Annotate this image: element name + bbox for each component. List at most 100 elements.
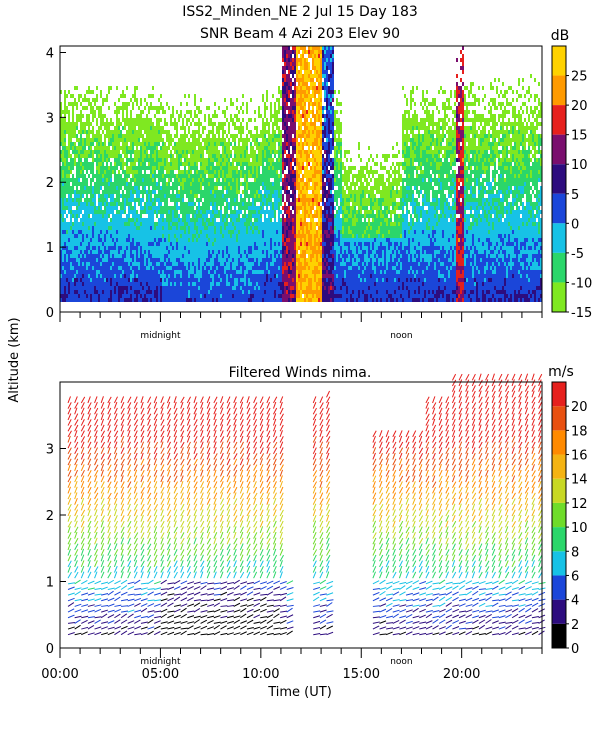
wind-barb — [160, 588, 168, 590]
wind-barb — [379, 531, 383, 539]
wind-barb — [206, 458, 211, 466]
wind-barb — [531, 430, 535, 438]
wind-barb — [432, 436, 437, 443]
wind-barb — [279, 543, 283, 551]
wind-barb — [432, 610, 440, 613]
wind-barb — [425, 537, 429, 545]
wind-barb — [74, 486, 78, 494]
wind-barb — [87, 509, 91, 517]
wind-barb — [127, 424, 131, 432]
wind-barb — [478, 475, 483, 483]
wind-barb — [478, 515, 483, 522]
wind-barb — [67, 537, 72, 545]
wind-barb — [531, 520, 536, 528]
wind-barb — [246, 475, 251, 483]
wind-barb — [465, 452, 469, 460]
chart-title-line1: ISS2_Minden_NE 2 Jul 15 Day 183 — [182, 4, 418, 20]
wind-barb — [186, 549, 192, 556]
wind-barb — [253, 526, 258, 534]
wind-barb — [319, 458, 323, 466]
wind-barb — [246, 492, 251, 500]
wind-barb — [405, 509, 410, 517]
wind-barb — [312, 526, 317, 534]
wind-barb — [180, 413, 184, 421]
wind-barb — [419, 626, 427, 630]
wind-barb — [491, 379, 496, 387]
wind-barb — [279, 514, 284, 522]
wind-barb — [412, 592, 420, 596]
wind-barb — [518, 520, 523, 528]
wind-barb — [438, 463, 442, 471]
wind-barb — [153, 486, 158, 494]
wind-barb — [432, 447, 436, 455]
wind-barb — [213, 608, 221, 613]
wind-barb — [239, 498, 244, 505]
wind-barb — [113, 560, 118, 568]
wind-barb — [266, 453, 271, 460]
wind-barb — [153, 537, 157, 545]
wind-barb — [478, 632, 486, 636]
wind-barb — [445, 475, 450, 483]
wind-barb — [319, 447, 323, 455]
wind-barb — [239, 430, 244, 438]
wind-barb — [200, 469, 204, 477]
snr-colorbar-frame — [551, 45, 567, 313]
wind-barb — [418, 447, 424, 455]
wind-barb — [94, 587, 102, 590]
wind-barb — [87, 447, 92, 455]
wind-barb — [319, 396, 324, 404]
wind-barb — [140, 632, 148, 636]
x-tick-label: 15:00 — [343, 667, 380, 682]
wind-barb — [140, 498, 145, 505]
wind-barb — [485, 554, 489, 562]
wind-barb — [220, 475, 225, 483]
wind-barb — [385, 453, 390, 460]
wind-barb — [386, 622, 394, 624]
wind-barb — [478, 396, 483, 404]
wind-barb — [67, 419, 72, 426]
wind-barb — [100, 469, 104, 477]
wind-barb — [319, 402, 324, 409]
wind-barb — [113, 509, 118, 517]
wind-barb — [167, 610, 175, 613]
wind-barb — [113, 492, 118, 500]
wind-barb — [279, 424, 284, 432]
wind-barb — [114, 613, 121, 619]
wind-barb — [153, 396, 158, 404]
wind-barb — [372, 520, 377, 528]
wind-barb — [74, 430, 78, 438]
wind-barb — [531, 401, 536, 409]
wind-barb — [398, 486, 404, 494]
wind-barb — [518, 373, 523, 381]
wind-barb — [392, 435, 396, 443]
wind-barb — [478, 548, 483, 556]
wind-barb — [133, 469, 138, 477]
wind-barb — [511, 430, 516, 438]
wind-barb — [80, 543, 85, 551]
wind-barb — [458, 413, 462, 421]
wind-barb — [504, 373, 509, 381]
wind-barb — [458, 379, 463, 387]
wind-barb — [100, 396, 104, 404]
wind-barb — [186, 554, 191, 562]
wind-barb — [511, 613, 519, 619]
wind-barb — [153, 565, 158, 573]
wind-barb — [498, 626, 506, 630]
wind-barb — [412, 580, 420, 585]
wind-barb — [471, 509, 476, 517]
wind-barb — [107, 520, 111, 528]
x-tick-label: 20:00 — [443, 667, 480, 682]
wind-barb — [200, 396, 204, 404]
wind-barb — [87, 560, 91, 568]
wind-barb — [81, 598, 89, 602]
wind-barb — [193, 586, 201, 590]
wind-barb — [405, 458, 410, 466]
wind-barb — [312, 396, 317, 404]
wind-barb — [472, 609, 480, 613]
wind-barb — [372, 452, 376, 460]
wind-barb — [200, 492, 204, 500]
wind-barb — [405, 571, 410, 579]
wind-barb — [239, 475, 244, 483]
wind-barb — [472, 585, 479, 590]
wind-barb — [531, 597, 539, 602]
